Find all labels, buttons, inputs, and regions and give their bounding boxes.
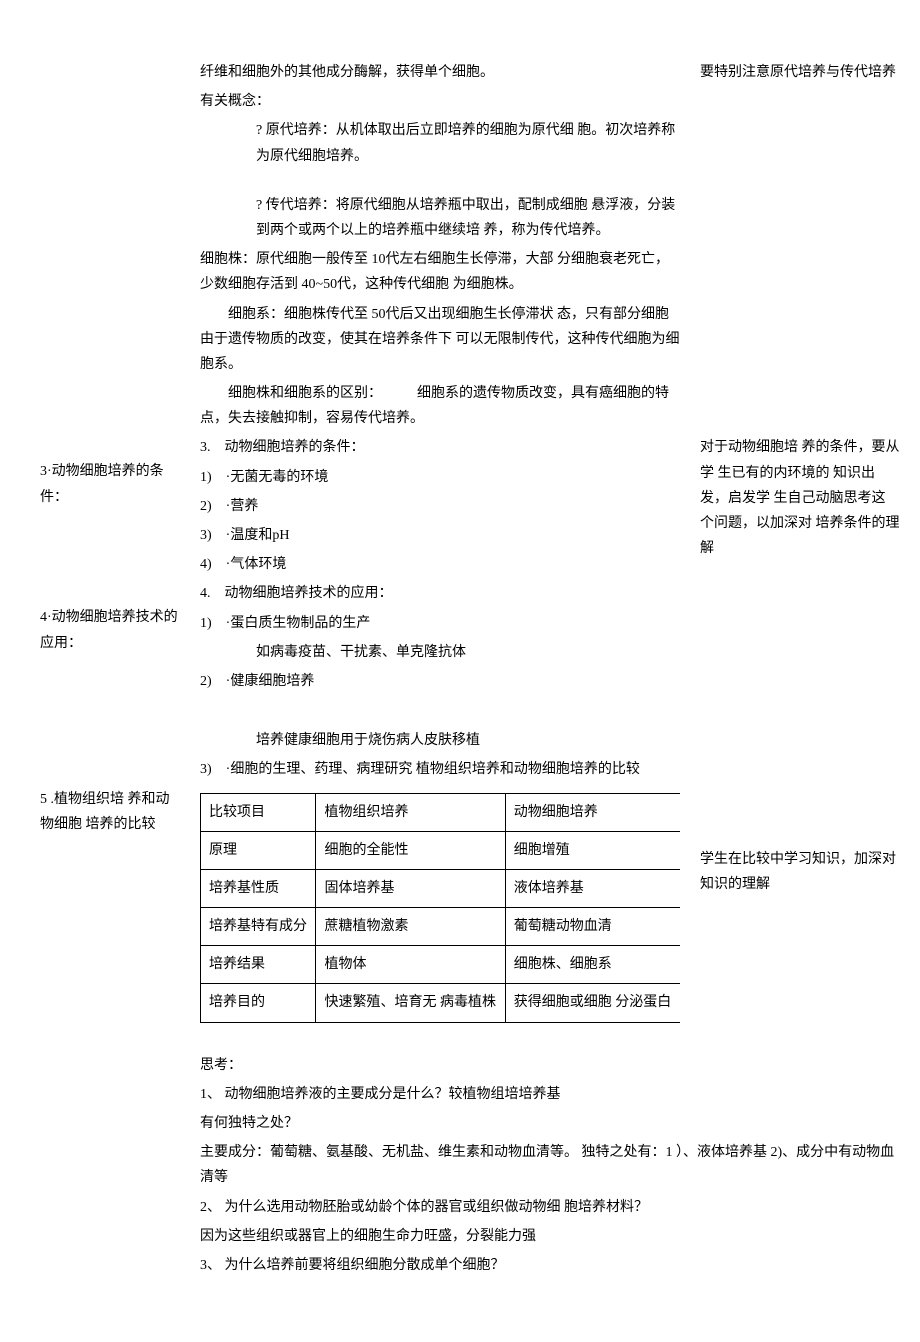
list-item: 培养健康细胞用于烧伤病人皮肤移植 bbox=[200, 728, 680, 753]
question: 有何独特之处？ bbox=[200, 1111, 900, 1136]
answer: 因为这些组织或器官上的细胞生命力旺盛，分裂能力强 bbox=[200, 1224, 900, 1249]
list-item: 1) ·无菌无毒的环境 bbox=[200, 465, 680, 490]
table-cell: 培养结果 bbox=[201, 946, 316, 984]
table-cell: 培养目的 bbox=[201, 984, 316, 1022]
table-row: 培养结果 植物体 细胞株、细胞系 bbox=[201, 946, 681, 984]
question: 2、 为什么选用动物胚胎或幼龄个体的器官或组织做动物细 胞培养材料？ bbox=[200, 1195, 900, 1220]
table-row: 培养基特有成分 蔗糖植物激素 葡萄糖动物血清 bbox=[201, 908, 681, 946]
text-line: ? 传代培养：将原代细胞从培养瓶中取出，配制成细胞 悬浮液，分装到两个或两个以上… bbox=[200, 193, 680, 243]
margin-note: 对于动物细胞培 养的条件，要从学 生已有的内环境的 知识出发，启发学 生自己动脑… bbox=[700, 435, 900, 561]
text-line: 细胞系：细胞株传代至 50代后又出现细胞生长停滞状 态，只有部分细胞由于遗传物质… bbox=[200, 302, 680, 378]
list-item: 3) ·细胞的生理、药理、病理研究 植物组织培养和动物细胞培养的比较 bbox=[200, 757, 680, 782]
text-line: 有关概念： bbox=[200, 89, 680, 114]
table-cell: 细胞的全能性 bbox=[316, 831, 505, 869]
table-cell: 比较项目 bbox=[201, 793, 316, 831]
list-item: 1) ·蛋白质生物制品的生产 bbox=[200, 611, 680, 636]
table-cell: 葡萄糖动物血清 bbox=[505, 908, 680, 946]
table-row: 原理 细胞的全能性 细胞增殖 bbox=[201, 831, 681, 869]
left-heading-3: 3·动物细胞培养的条件： bbox=[40, 459, 180, 509]
list-item: 如病毒疫苗、干扰素、单克隆抗体 bbox=[200, 640, 680, 665]
table-cell: 细胞株、细胞系 bbox=[505, 946, 680, 984]
table-cell: 原理 bbox=[201, 831, 316, 869]
table-cell: 动物细胞培养 bbox=[505, 793, 680, 831]
table-cell: 培养基特有成分 bbox=[201, 908, 316, 946]
left-heading-5: 5 .植物组织培 养和动物细胞 培养的比较 bbox=[40, 787, 180, 837]
question: 1、 动物细胞培养液的主要成分是什么？较植物组培培养基 bbox=[200, 1082, 900, 1107]
text-line: ? 原代培养：从机体取出后立即培养的细胞为原代细 胞。初次培养称为原代细胞培养。 bbox=[200, 118, 680, 168]
margin-note: 学生在比较中学习知识，加深对知识的理解 bbox=[700, 847, 900, 897]
list-item: 3) ·温度和pH bbox=[200, 523, 680, 548]
sec4-title: 4. 动物细胞培养技术的应用： bbox=[200, 581, 680, 606]
think-title: 思考： bbox=[200, 1053, 900, 1078]
list-item: 4) ·气体环境 bbox=[200, 552, 680, 577]
table-cell: 快速繁殖、培育无 病毒植株 bbox=[316, 984, 505, 1022]
table-cell: 蔗糖植物激素 bbox=[316, 908, 505, 946]
sec3-title: 3. 动物细胞培养的条件： bbox=[200, 435, 680, 460]
table-cell: 植物组织培养 bbox=[316, 793, 505, 831]
table-cell: 细胞增殖 bbox=[505, 831, 680, 869]
question: 3、 为什么培养前要将组织细胞分散成单个细胞？ bbox=[200, 1253, 900, 1278]
list-item: 2) ·健康细胞培养 bbox=[200, 669, 680, 694]
table-cell: 液体培养基 bbox=[505, 869, 680, 907]
table-cell: 培养基性质 bbox=[201, 869, 316, 907]
table-cell: 获得细胞或细胞 分泌蛋白 bbox=[505, 984, 680, 1022]
left-heading-4: 4·动物细胞培养技术的应用： bbox=[40, 605, 180, 655]
text-line: 细胞株：原代细胞一般传至 10代左右细胞生长停滞，大部 分细胞衰老死亡，少数细胞… bbox=[200, 247, 680, 297]
text-line: 细胞株和细胞系的区别： 细胞系的遗传物质改变，具有癌细胞的特点，失去接触抑制，容… bbox=[200, 381, 680, 431]
table-row: 培养基性质 固体培养基 液体培养基 bbox=[201, 869, 681, 907]
list-item: 2) ·营养 bbox=[200, 494, 680, 519]
text-line: 纤维和细胞外的其他成分酶解，获得单个细胞。 bbox=[200, 60, 680, 85]
table-row: 培养目的 快速繁殖、培育无 病毒植株 获得细胞或细胞 分泌蛋白 bbox=[201, 984, 681, 1022]
answer: 主要成分：葡萄糖、氨基酸、无机盐、维生素和动物血清等。 独特之处有：1 ）、液体… bbox=[200, 1140, 900, 1190]
table-cell: 植物体 bbox=[316, 946, 505, 984]
comparison-table: 比较项目 植物组织培养 动物细胞培养 原理 细胞的全能性 细胞增殖 培养基性质 … bbox=[200, 793, 680, 1023]
table-row: 比较项目 植物组织培养 动物细胞培养 bbox=[201, 793, 681, 831]
table-cell: 固体培养基 bbox=[316, 869, 505, 907]
margin-note: 要特别注意原代培养与传代培养 bbox=[700, 60, 900, 85]
